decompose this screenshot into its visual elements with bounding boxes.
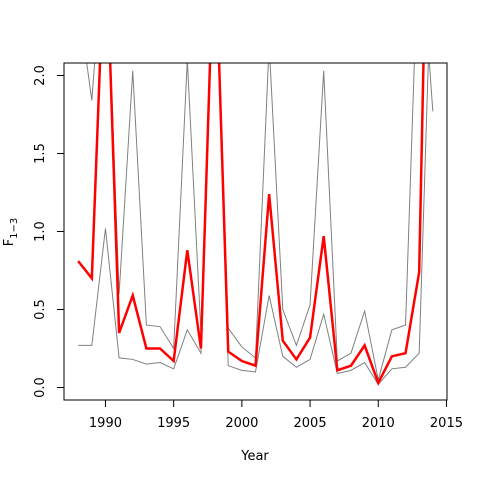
series-line	[86, 63, 434, 380]
x-tick-label: 2015	[430, 416, 463, 431]
series-line	[77, 63, 425, 386]
x-tick-label: 1990	[89, 416, 122, 431]
x-tick-label: 2000	[225, 416, 258, 431]
y-axis-label-main: F	[2, 239, 17, 246]
x-axis-label: Year	[240, 449, 269, 464]
x-tick-label: 1995	[157, 416, 190, 431]
y-axis-label: F1−3	[2, 218, 20, 247]
y-tick-label: 2.0	[33, 65, 48, 86]
y-axis-label-subscript: 1−3	[9, 218, 20, 239]
y-tick-label: 1.0	[33, 221, 48, 242]
y-tick-label: 1.5	[33, 143, 48, 164]
series-line	[78, 63, 429, 386]
x-tick-label: 2010	[362, 416, 395, 431]
x-tick-label: 2005	[294, 416, 327, 431]
plot-area	[77, 63, 434, 386]
y-tick-label: 0.5	[33, 299, 48, 320]
y-tick-label: 0.0	[33, 377, 48, 398]
